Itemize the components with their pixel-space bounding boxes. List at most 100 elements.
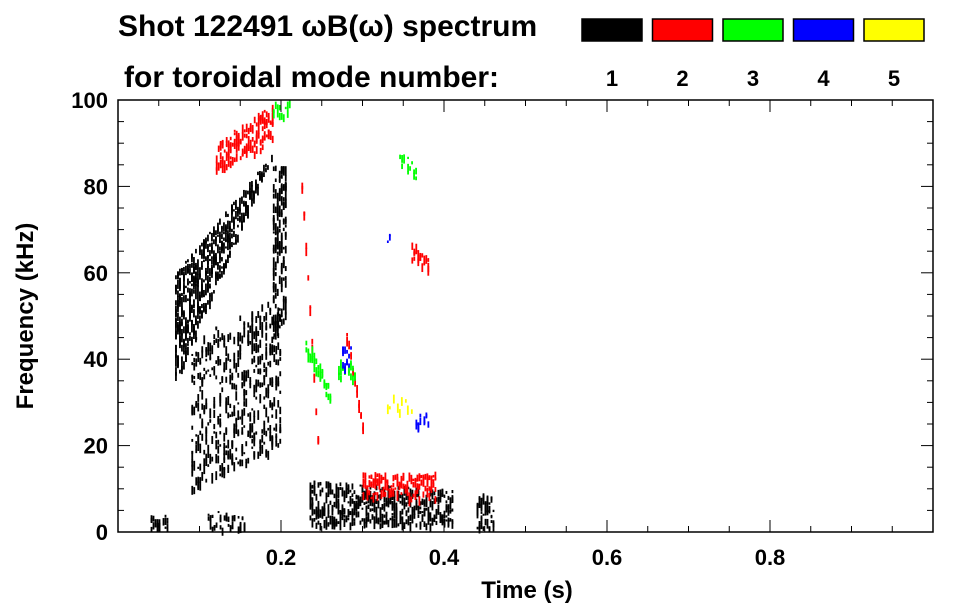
mode-1-cell: [343, 514, 346, 518]
mode-1-cell: [211, 367, 214, 371]
mode-1-cell: [484, 518, 487, 526]
mode-1-cell: [221, 333, 224, 341]
mode-1-cell: [217, 244, 219, 254]
mode-3-cell: [274, 101, 277, 110]
mode-1-cell: [193, 329, 195, 339]
mode-1-cell: [199, 430, 202, 435]
mode-1-cell: [152, 515, 155, 522]
mode-1-cell: [185, 294, 187, 303]
mode-1-cell: [480, 516, 483, 525]
x-tick-label: 0.2: [266, 545, 297, 570]
mode-1-cell: [255, 179, 257, 189]
mode-1-cell: [255, 349, 258, 354]
mode-1-cell: [203, 464, 206, 475]
mode-1-cell: [205, 349, 208, 358]
mode-1-cell: [203, 449, 206, 455]
y-tick-label: 60: [84, 261, 108, 286]
mode-3-cell: [348, 370, 350, 373]
mode-1-cell: [233, 515, 236, 520]
mode-2-cell: [221, 160, 224, 168]
mode-1-cell: [189, 315, 191, 322]
mode-1-cell: [399, 521, 402, 525]
mode-2-cell: [400, 475, 403, 480]
mode-1-cell: [355, 500, 358, 510]
mode-1-cell: [317, 482, 320, 488]
mode-1-cell: [263, 315, 266, 322]
mode-1-cell: [197, 310, 199, 319]
mode-2-cell: [261, 111, 264, 116]
mode-2-cell: [241, 148, 244, 157]
mode-3-cell: [315, 367, 318, 377]
mode-3-cell: [327, 393, 330, 401]
mode-1-cell: [229, 242, 231, 249]
mode-1-cell: [237, 217, 239, 221]
mode-1-cell: [423, 521, 426, 524]
mode-1-cell: [213, 396, 216, 403]
mode-1-cell: [227, 213, 229, 217]
mode-2-cell: [430, 475, 433, 482]
mode-2-cell: [422, 491, 425, 498]
mode-1-cell: [189, 299, 191, 308]
mode-1-cell: [280, 170, 283, 175]
mode-1-cell: [185, 348, 187, 355]
mode-5-activity: [386, 394, 413, 418]
mode-3-cell: [278, 104, 281, 111]
mode-2-cell: [233, 157, 236, 163]
mode-1-cell: [231, 382, 234, 390]
mode-1-cell: [207, 281, 209, 291]
mode-3-cell: [282, 114, 285, 123]
mode-2-cell: [249, 139, 252, 149]
mode-1-cell: [201, 390, 204, 400]
mode-1-cell: [229, 232, 231, 242]
mode-1-cell: [245, 201, 247, 208]
mode-1-cell: [217, 227, 219, 235]
mode-1-cell: [265, 366, 268, 377]
mode-2-cell: [223, 149, 226, 153]
mode-1-cell: [373, 495, 376, 504]
mode-1-cell: [251, 408, 254, 411]
mode-1-cell: [183, 267, 185, 272]
mode-1-cell: [274, 189, 277, 199]
mode-1-cell: [375, 484, 378, 491]
mode-1-cell: [181, 267, 183, 276]
mode-1-cell: [339, 516, 342, 523]
mode-1-cell: [237, 410, 240, 421]
mode-1-cell: [239, 416, 242, 420]
mode-2-cell: [362, 472, 365, 479]
mode-1-cell: [195, 272, 197, 280]
mode-1-cell: [373, 491, 376, 497]
mode-2-cell: [261, 135, 264, 141]
mode-2-cell: [415, 243, 418, 253]
mode-3-cell: [409, 166, 411, 171]
mode-2-cell: [346, 336, 348, 347]
mode-4-cell: [427, 421, 430, 428]
mode-1-cell: [223, 432, 226, 442]
mode-3-cell: [352, 375, 354, 386]
mode-1-cell: [282, 246, 285, 250]
mode-1-cell: [199, 386, 202, 389]
mode-1-cell: [277, 443, 280, 448]
mode-3-cell: [407, 171, 409, 175]
y-axis-label: Frequency (kHz): [12, 223, 39, 410]
mode-1-cell: [181, 344, 183, 352]
mode-1-cell: [229, 228, 231, 231]
mode-1-cell: [267, 384, 270, 392]
mode-1-cell: [261, 382, 264, 388]
mode-1-cell: [221, 242, 223, 251]
mode-3-cell: [411, 161, 413, 165]
mode-2-cell: [362, 492, 365, 501]
mode-1-cell: [413, 513, 416, 519]
mode-1-cell: [265, 387, 268, 398]
mode-1-cell: [223, 362, 226, 371]
mode-1-cell: [247, 190, 249, 195]
mode-4-cell: [344, 366, 346, 375]
mode-1-cell: [393, 490, 396, 498]
mode-1-cell: [263, 172, 265, 178]
mode-1-cell: [480, 522, 483, 530]
mode-1-cell: [401, 496, 404, 506]
mode-1-cell: [223, 467, 226, 476]
mode-1-cell: [423, 499, 426, 507]
mode-1-cell: [272, 272, 275, 281]
mode-1-cell: [209, 276, 211, 282]
mode-2-cell: [420, 474, 423, 479]
